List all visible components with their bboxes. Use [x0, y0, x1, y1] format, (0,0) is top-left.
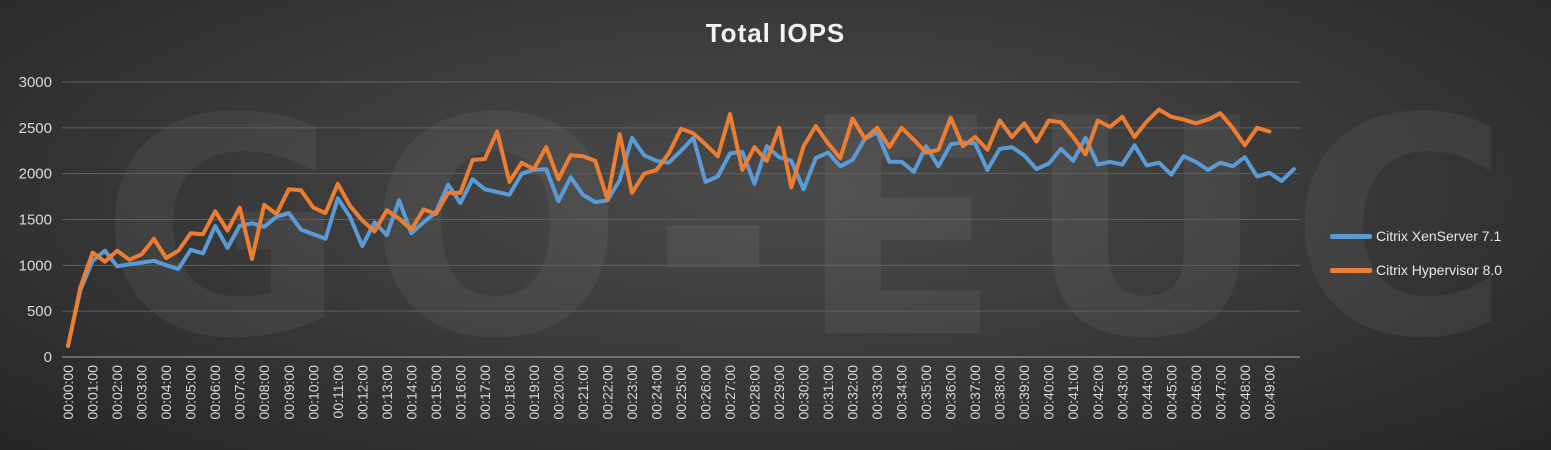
- x-tick-label: 00:29:00: [771, 365, 787, 420]
- x-tick-label: 00:37:00: [967, 365, 983, 420]
- x-tick-label: 00:12:00: [354, 365, 370, 420]
- x-tick-label: 00:11:00: [330, 365, 346, 419]
- x-tick-label: 00:44:00: [1139, 365, 1155, 420]
- series-line-hypervisor: [66, 107, 1272, 348]
- x-tick-label: 00:43:00: [1114, 365, 1130, 420]
- legend-label-hypervisor: Citrix Hypervisor 8.0: [1376, 262, 1503, 278]
- x-tick-label: 00:38:00: [992, 365, 1008, 420]
- x-tick-label: 00:27:00: [722, 365, 738, 420]
- y-tick-label: 2500: [19, 120, 52, 137]
- series-lines: [66, 107, 1296, 348]
- x-tick-label: 00:34:00: [894, 365, 910, 420]
- legend-item-hypervisor: Citrix Hypervisor 8.0: [1330, 260, 1502, 280]
- x-tick-label: 00:26:00: [698, 365, 714, 420]
- x-tick-label: 00:08:00: [256, 365, 272, 420]
- x-tick-label: 00:10:00: [305, 365, 321, 420]
- y-tick-label: 1000: [19, 257, 52, 274]
- legend-item-xenserver: Citrix XenServer 7.1: [1330, 226, 1502, 246]
- x-tick-label: 00:21:00: [575, 365, 591, 420]
- x-tick-label: 00:32:00: [845, 365, 861, 420]
- x-tick-label: 00:31:00: [820, 365, 836, 420]
- x-tick-label: 00:00:00: [60, 365, 76, 420]
- y-axis-ticks: 0 500 1000 1500 2000 2500 3000: [19, 74, 52, 366]
- x-tick-label: 00:49:00: [1261, 365, 1277, 420]
- x-tick-label: 00:28:00: [747, 365, 763, 420]
- x-tick-label: 00:02:00: [109, 365, 125, 420]
- x-tick-label: 00:06:00: [207, 365, 223, 420]
- x-tick-label: 00:18:00: [501, 365, 517, 420]
- x-tick-label: 00:16:00: [452, 365, 468, 420]
- y-tick-label: 500: [27, 303, 52, 320]
- series-line-xenserver: [66, 130, 1296, 348]
- x-tick-label: 00:36:00: [943, 365, 959, 420]
- x-tick-label: 00:14:00: [403, 365, 419, 420]
- x-tick-label: 00:20:00: [550, 365, 566, 420]
- x-tick-label: 00:24:00: [648, 365, 664, 420]
- x-tick-label: 00:25:00: [673, 365, 689, 420]
- x-tick-label: 00:45:00: [1163, 365, 1179, 420]
- legend-swatch-xenserver: [1330, 233, 1372, 239]
- x-tick-label: 00:42:00: [1090, 365, 1106, 420]
- legend-swatch-hypervisor: [1330, 267, 1372, 273]
- y-tick-label: 1500: [19, 212, 52, 229]
- x-tick-label: 00:39:00: [1016, 365, 1032, 420]
- x-tick-label: 00:48:00: [1237, 365, 1253, 420]
- x-tick-label: 00:13:00: [379, 365, 395, 420]
- x-tick-label: 00:41:00: [1065, 365, 1081, 420]
- y-tick-label: 2000: [19, 166, 52, 183]
- x-axis-ticks: 00:00:00 00:01:00 00:02:00 00:03:00 00:04:00…: [60, 365, 1277, 420]
- x-tick-label: 00:47:00: [1212, 365, 1228, 420]
- x-tick-label: 00:19:00: [526, 365, 542, 420]
- x-tick-label: 00:33:00: [869, 365, 885, 420]
- x-tick-label: 00:05:00: [183, 365, 199, 420]
- x-tick-label: 00:30:00: [796, 365, 812, 420]
- y-tick-label: 3000: [19, 74, 52, 91]
- chart-title: Total IOPS: [705, 18, 846, 48]
- x-tick-label: 00:04:00: [158, 365, 174, 420]
- x-tick-label: 00:17:00: [477, 365, 493, 420]
- x-tick-label: 00:01:00: [85, 365, 101, 420]
- x-tick-label: 00:15:00: [428, 365, 444, 420]
- x-tick-label: 00:22:00: [599, 365, 615, 420]
- x-tick-label: 00:07:00: [232, 365, 248, 420]
- y-tick-label: 0: [44, 349, 52, 366]
- x-tick-label: 00:40:00: [1041, 365, 1057, 420]
- x-tick-label: 00:09:00: [281, 365, 297, 420]
- legend: Citrix XenServer 7.1 Citrix Hypervisor 8…: [1330, 226, 1502, 294]
- legend-label-xenserver: Citrix XenServer 7.1: [1376, 228, 1502, 244]
- x-tick-label: 00:46:00: [1188, 365, 1204, 420]
- x-tick-label: 00:23:00: [624, 365, 640, 420]
- x-tick-label: 00:03:00: [134, 365, 150, 420]
- x-tick-label: 00:35:00: [918, 365, 934, 420]
